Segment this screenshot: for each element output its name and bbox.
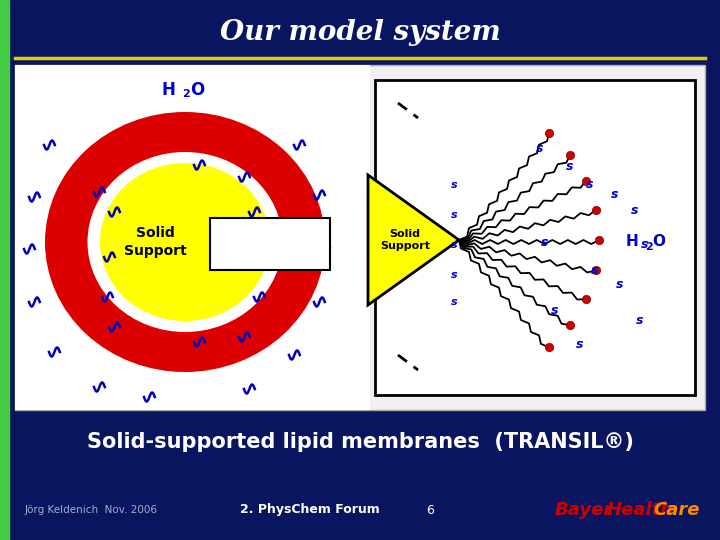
Text: Solid-supported lipid membranes  (TRANSIL®): Solid-supported lipid membranes (TRANSIL… (86, 432, 634, 452)
Text: s: s (451, 270, 457, 280)
Text: O: O (652, 234, 665, 249)
Text: s: s (586, 179, 594, 192)
Text: H: H (161, 81, 175, 99)
Text: s: s (451, 180, 457, 190)
Text: 2: 2 (182, 89, 190, 99)
Text: s: s (576, 339, 584, 352)
Text: Our model system: Our model system (220, 18, 500, 45)
Text: Solid
Support: Solid Support (124, 226, 186, 258)
Text: s: s (636, 314, 644, 327)
Text: s: s (616, 279, 624, 292)
Bar (15, 65, 370, 410)
Text: s: s (591, 264, 599, 276)
Text: Solid
Support: Solid Support (380, 229, 430, 251)
Text: s: s (541, 235, 549, 248)
Text: 2: 2 (645, 242, 653, 252)
Bar (375, 80, 695, 395)
Bar (15, 65, 705, 410)
Text: s: s (552, 303, 559, 316)
Ellipse shape (100, 163, 270, 321)
Text: Jörg Keldenich  Nov. 2006: Jörg Keldenich Nov. 2006 (25, 505, 158, 515)
Text: Bayer: Bayer (555, 501, 613, 519)
Text: s: s (642, 239, 649, 252)
Text: Care: Care (653, 501, 700, 519)
Text: s: s (536, 141, 544, 154)
Text: s: s (451, 210, 457, 220)
Text: 6: 6 (426, 503, 434, 516)
Text: s: s (451, 240, 457, 250)
Text: s: s (631, 204, 639, 217)
Ellipse shape (88, 152, 282, 332)
Bar (210, 218, 330, 270)
Polygon shape (368, 175, 459, 305)
Bar (0, 0, 9, 540)
Text: H: H (625, 234, 638, 249)
Text: s: s (611, 188, 618, 201)
Text: O: O (190, 81, 204, 99)
Text: 2. PhysChem Forum: 2. PhysChem Forum (240, 503, 380, 516)
Text: Health: Health (607, 501, 674, 519)
Text: s: s (566, 160, 574, 173)
Text: s: s (451, 297, 457, 307)
Ellipse shape (45, 112, 325, 372)
